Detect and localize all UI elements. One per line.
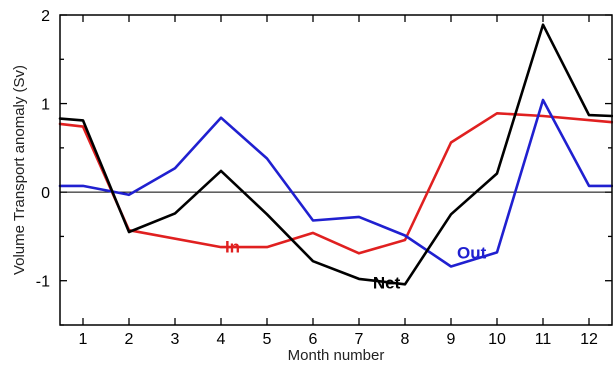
x-tick-label: 12	[580, 331, 598, 348]
series-line-out	[58, 98, 613, 268]
x-tick-label: 8	[401, 331, 410, 348]
y-axis-label: Volume Transport anomaly (Sv)	[11, 65, 28, 275]
series-line-net	[58, 23, 613, 286]
y-tick-label: -1	[36, 274, 50, 291]
plot-frame	[59, 14, 613, 326]
x-tick-label: 7	[355, 331, 364, 348]
series-label-in: In	[225, 237, 240, 256]
x-tick-label: 2	[125, 331, 134, 348]
x-axis-label: Month number	[288, 347, 385, 364]
y-tick-label: 0	[41, 185, 50, 202]
x-tick-label: 9	[447, 331, 456, 348]
series-label-out: Out	[457, 244, 487, 263]
x-tick-label: 6	[309, 331, 318, 348]
x-tick-label: 4	[217, 331, 226, 348]
x-tick-label: 3	[171, 331, 180, 348]
x-tick-label: 10	[488, 331, 506, 348]
x-tick-label: 11	[535, 331, 552, 348]
series-label-net: Net	[373, 274, 401, 293]
y-tick-label: 2	[41, 8, 50, 25]
x-tick-label: 5	[263, 331, 272, 348]
y-tick-label: 1	[41, 97, 50, 114]
x-tick-label: 1	[79, 331, 88, 348]
series-line-in	[58, 112, 613, 255]
